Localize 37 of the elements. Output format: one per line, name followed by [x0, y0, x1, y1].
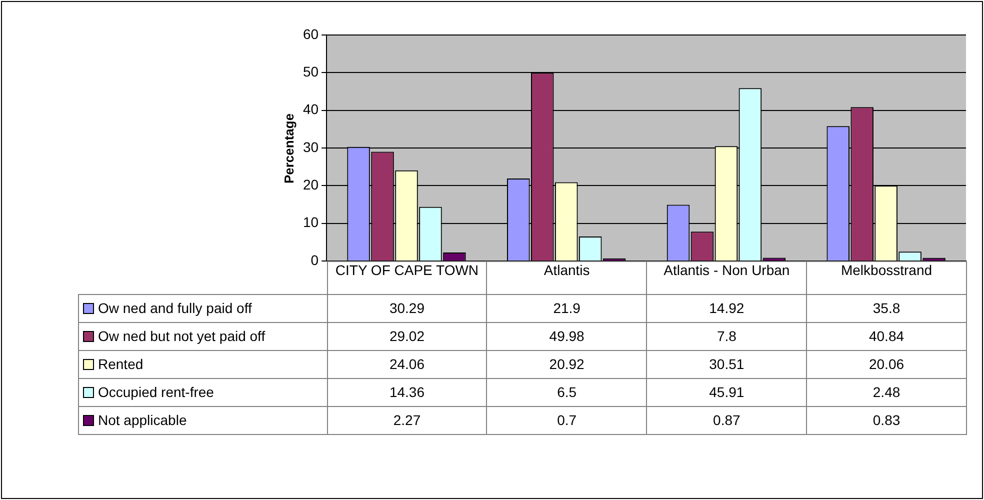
y-tick-label: 20 — [302, 176, 319, 193]
data-label: 2.48 — [806, 378, 966, 406]
data-label: 30.29 — [327, 294, 487, 322]
data-label: 29.02 — [327, 322, 487, 350]
data-label: 6.5 — [486, 378, 647, 406]
y-tick-label: 10 — [302, 214, 319, 230]
data-label: 2.27 — [327, 406, 487, 434]
y-tick-label: 0 — [310, 252, 319, 268]
legend-label: Ow ned but not yet paid off — [78, 322, 328, 350]
data-label: 35.8 — [806, 294, 966, 322]
x-tick-label: Atlantis — [486, 262, 647, 294]
x-tick-label: CITY OF CAPE TOWN — [327, 262, 487, 294]
data-label: 14.36 — [327, 378, 487, 406]
legend-label: Rented — [78, 350, 328, 378]
legend-label: Ow ned and fully paid off — [78, 294, 328, 322]
x-tick-label: Atlantis - Non Urban — [646, 262, 807, 294]
data-label: 40.84 — [806, 322, 966, 350]
data-label: 45.91 — [646, 378, 807, 406]
y-axis-title: Percentage — [281, 112, 296, 184]
data-label: 0.7 — [486, 406, 647, 434]
data-label: 14.92 — [646, 294, 807, 322]
y-tick-label: 50 — [302, 64, 319, 80]
data-label: 21.9 — [486, 294, 647, 322]
legend-label: Not applicable — [78, 406, 328, 434]
data-label: 20.92 — [486, 350, 647, 378]
x-tick-label: Melkbosstrand — [806, 262, 966, 294]
data-label: 49.98 — [486, 322, 647, 350]
data-label: 20.06 — [806, 350, 966, 378]
data-label: 24.06 — [327, 350, 487, 378]
y-tick-label: 40 — [302, 101, 319, 118]
data-label: 0.87 — [646, 406, 807, 434]
data-label: 7.8 — [646, 322, 807, 350]
y-tick-label: 60 — [302, 26, 319, 42]
data-label: 0.83 — [806, 406, 966, 434]
legend-label: Occupied rent-free — [78, 378, 328, 406]
y-tick-label: 30 — [302, 138, 319, 155]
data-label: 30.51 — [646, 350, 807, 378]
